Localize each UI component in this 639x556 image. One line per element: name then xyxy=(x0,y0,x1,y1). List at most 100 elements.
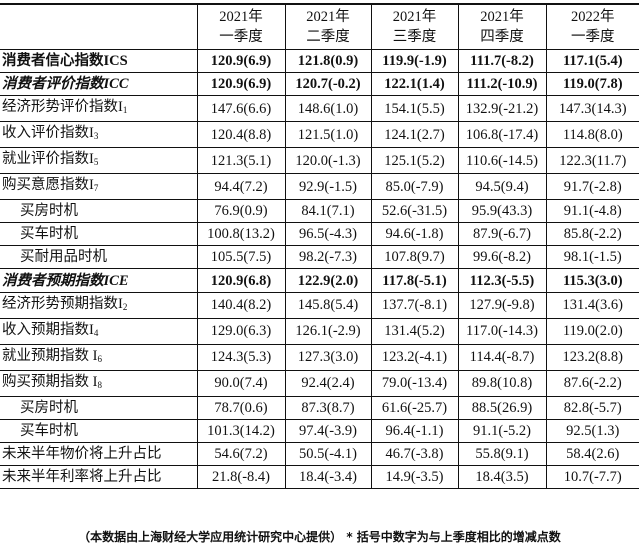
value-cell: 124.1(2.7) xyxy=(370,121,459,149)
value-cell: 125.1(5.2) xyxy=(370,147,459,175)
row-label: 买房时机 xyxy=(0,199,198,224)
value-cell: 98.1(-1.5) xyxy=(545,245,639,270)
value-cell: 85.0(-7.9) xyxy=(370,173,459,201)
column-header: 2021年 四季度 xyxy=(457,3,547,50)
value-cell: 85.8(-2.2) xyxy=(545,222,639,247)
value-cell: 21.8(-8.4) xyxy=(196,464,286,489)
table-row: 消费者评价指数ICC 120.9(6.9) 120.7(-0.2) 122.1(1.4… xyxy=(0,72,639,97)
value-cell: 127.9(-9.8) xyxy=(457,291,547,319)
row-label-subscript: 3 xyxy=(93,131,99,142)
value-cell: 99.6(-8.2) xyxy=(457,245,547,270)
value-cell: 87.6(-2.2) xyxy=(545,369,639,397)
header-year: 2021年 xyxy=(306,9,350,25)
row-label: 买耐用品时机 xyxy=(0,245,198,270)
value-cell: 122.1(1.4) xyxy=(370,72,459,97)
table-row: 就业评价指数I5 121.3(5.1) 120.0(-1.3) 125.1(5.2) 1… xyxy=(0,147,639,175)
table-row: 买耐用品时机 105.5(7.5) 98.2(-7.3) 107.8(9.7) 99.6… xyxy=(0,245,639,270)
value-cell: 88.5(26.9) xyxy=(457,395,547,420)
value-cell: 120.9(6.9) xyxy=(196,72,286,97)
header-year: 2021年 xyxy=(480,9,524,25)
value-cell: 18.4(3.5) xyxy=(457,464,547,489)
header-year: 2022年 xyxy=(571,9,615,25)
header-quarter: 一季度 xyxy=(219,29,263,45)
column-header: 2021年 二季度 xyxy=(284,3,372,50)
value-cell: 119.0(2.0) xyxy=(545,317,639,345)
value-cell: 120.9(6.9) xyxy=(196,48,286,74)
value-cell: 123.2(8.8) xyxy=(545,343,639,371)
value-cell: 87.3(8.7) xyxy=(284,395,372,420)
row-label-text: 消费者信心指数ICS xyxy=(2,53,128,70)
row-label-text: 收入预期指数I xyxy=(2,321,94,338)
table-row: 收入预期指数I4 129.0(6.3) 126.1(-2.9) 131.4(5.2) 1… xyxy=(0,317,639,345)
consumer-confidence-table: 2021年 一季度 2021年 二季度 2021年 三季度 2021年 四季度 2022年 一季度… xyxy=(0,3,639,489)
value-cell: 131.4(3.6) xyxy=(545,291,639,319)
value-cell: 120.7(-0.2) xyxy=(284,72,372,97)
row-label-subscript: 8 xyxy=(97,379,102,390)
value-cell: 105.5(7.5) xyxy=(196,245,286,270)
row-label-text: 购买预期指数 I xyxy=(2,373,98,390)
header-year: 2021年 xyxy=(392,9,437,25)
value-cell: 91.7(-2.8) xyxy=(545,173,639,201)
value-cell: 10.7(-7.7) xyxy=(545,464,639,489)
value-cell: 140.4(8.2) xyxy=(196,291,286,319)
value-cell: 98.2(-7.3) xyxy=(284,245,372,270)
value-cell: 107.8(9.7) xyxy=(370,245,459,270)
value-cell: 121.8(0.9) xyxy=(284,48,372,74)
value-cell: 55.8(9.1) xyxy=(457,441,547,466)
table-row: 就业预期指数 I6 124.3(5.3) 127.3(3.0) 123.2(-4.1)… xyxy=(0,343,639,371)
row-label: 购买意愿指数I7 xyxy=(0,173,198,201)
value-cell: 92.9(-1.5) xyxy=(284,173,372,201)
value-cell: 87.9(-6.7) xyxy=(457,222,547,247)
row-label-text: 买车时机 xyxy=(20,226,78,243)
table-row: 经济形势预期指数I2 140.4(8.2) 145.8(5.4) 137.7(-8.1… xyxy=(0,291,639,319)
row-label-subscript: 2 xyxy=(122,301,128,312)
value-cell: 147.3(14.3) xyxy=(545,95,639,123)
column-header: 2021年三季度 xyxy=(370,3,459,50)
value-cell: 91.1(-5.2) xyxy=(457,418,547,443)
value-cell: 111.2(-10.9) xyxy=(457,72,547,97)
row-label: 买房时机 xyxy=(0,395,198,420)
table-row: 购买意愿指数I7 94.4(7.2) 92.9(-1.5) 85.0(-7.9) 94.… xyxy=(0,173,639,201)
row-label-text: 买耐用品时机 xyxy=(20,249,107,266)
table-row: 未来半年物价将上升占比 54.6(7.2) 50.5(-4.1) 46.7(-3.8)… xyxy=(0,441,639,466)
value-cell: 58.4(2.6) xyxy=(545,441,639,466)
value-cell: 76.9(0.9) xyxy=(196,199,286,224)
row-label: 收入评价指数I3 xyxy=(0,121,198,149)
row-label-subscript: 5 xyxy=(93,157,99,168)
value-cell: 100.8(13.2) xyxy=(196,222,286,247)
row-label-text: 消费者评价指数ICC xyxy=(2,76,129,93)
value-cell: 52.6(-31.5) xyxy=(370,199,459,224)
value-cell: 97.4(-3.9) xyxy=(284,418,372,443)
row-label: 消费者预期指数ICE xyxy=(0,268,198,293)
value-cell: 84.1(7.1) xyxy=(284,199,372,224)
value-cell: 126.1(-2.9) xyxy=(284,317,372,345)
value-cell: 110.6(-14.5) xyxy=(457,147,547,175)
header-row: 2021年 一季度 2021年 二季度 2021年 三季度 2021年 四季度 2022年 一季度 xyxy=(0,3,639,50)
row-label-text: 收入评价指数I xyxy=(2,125,94,142)
value-cell: 120.0(-1.3) xyxy=(284,147,372,175)
value-cell: 18.4(-3.4) xyxy=(284,464,372,489)
row-label-subscript: 7 xyxy=(93,183,99,194)
table-row: 买车时机 101.3(14.2) 97.4(-3.9) 96.4(-1.1) 91.1(… xyxy=(0,418,639,443)
table-row: 购买预期指数 I8 90.0(7.4) 92.4(2.4) 79.0(-13.4) 89… xyxy=(0,369,639,397)
row-label-text: 买房时机 xyxy=(20,399,78,416)
value-cell: 154.1(5.5) xyxy=(370,95,459,123)
row-label: 买车时机 xyxy=(0,418,198,443)
row-label-text: 未来半年物价将上升占比 xyxy=(2,445,162,462)
row-label: 消费者评价指数ICC xyxy=(0,72,198,97)
value-cell: 79.0(-13.4) xyxy=(370,369,459,397)
value-cell: 96.4(-1.1) xyxy=(370,418,459,443)
value-cell: 94.6(-1.8) xyxy=(370,222,459,247)
header-year: 2021年 xyxy=(219,9,263,25)
value-cell: 46.7(-3.8) xyxy=(370,441,459,466)
value-cell: 137.7(-8.1) xyxy=(370,291,459,319)
row-label-subscript: 4 xyxy=(93,327,99,338)
header-quarter: 一季度 xyxy=(571,29,615,45)
header-quarter: 三季度 xyxy=(392,29,437,45)
row-label-text: 就业评价指数I xyxy=(2,151,94,168)
table-row: 未来半年利率将上升占比 21.8(-8.4) 18.4(-3.4) 14.9(-3.5… xyxy=(0,464,639,489)
value-cell: 121.3(5.1) xyxy=(196,147,286,175)
row-label-text: 购买意愿指数I xyxy=(2,177,94,194)
value-cell: 14.9(-3.5) xyxy=(370,464,459,489)
value-cell: 132.9(-21.2) xyxy=(457,95,547,123)
